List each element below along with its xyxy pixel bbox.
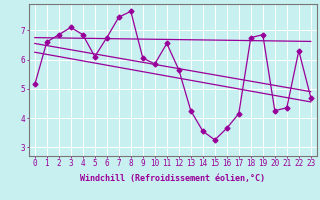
- X-axis label: Windchill (Refroidissement éolien,°C): Windchill (Refroidissement éolien,°C): [80, 174, 265, 183]
